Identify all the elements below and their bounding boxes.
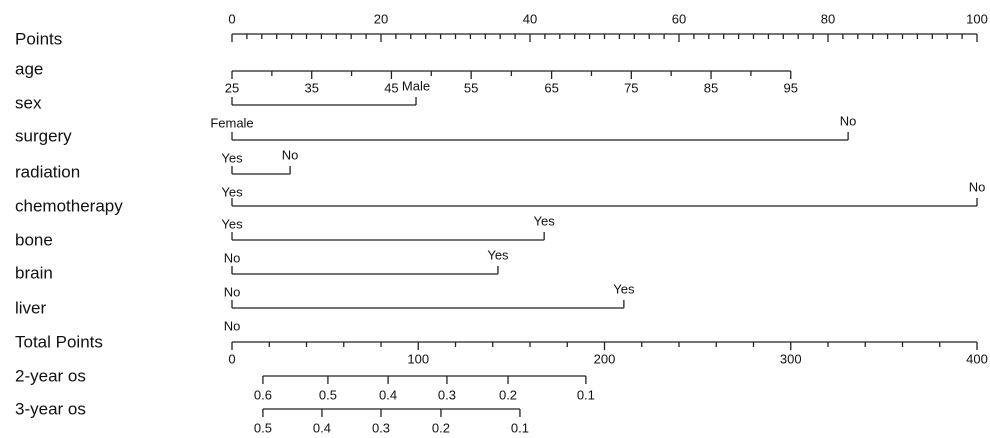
row-label: 2-year os bbox=[15, 366, 86, 385]
tick-label: No bbox=[224, 284, 241, 299]
tick-label: No bbox=[224, 250, 241, 265]
tick-label: 0.1 bbox=[511, 420, 529, 435]
row-label: Total Points bbox=[15, 332, 103, 351]
row-label: bone bbox=[15, 230, 53, 249]
row-label: age bbox=[15, 59, 43, 78]
tick-label: 35 bbox=[304, 80, 318, 95]
row-label: Points bbox=[15, 29, 62, 48]
tick-label: Yes bbox=[487, 247, 509, 262]
tick-label: No bbox=[840, 113, 857, 128]
tick-label: 20 bbox=[374, 11, 388, 26]
row-label: sex bbox=[15, 93, 42, 112]
tick-label: 0.1 bbox=[577, 387, 595, 402]
row-label: chemotherapy bbox=[15, 196, 123, 215]
tick-label: 0.5 bbox=[254, 420, 272, 435]
tick-label: 95 bbox=[784, 80, 798, 95]
tick-label: 0 bbox=[228, 351, 235, 366]
tick-label: 45 bbox=[384, 80, 398, 95]
tick-label: 0.3 bbox=[372, 420, 390, 435]
tick-label: 100 bbox=[407, 351, 429, 366]
tick-label: Yes bbox=[221, 216, 243, 231]
tick-label: 65 bbox=[544, 80, 558, 95]
tick-label: 0.2 bbox=[499, 387, 517, 402]
tick-label: 55 bbox=[464, 80, 478, 95]
tick-label: 0.3 bbox=[438, 387, 456, 402]
tick-label: Yes bbox=[221, 184, 243, 199]
tick-label: 60 bbox=[672, 11, 686, 26]
tick-label: Yes bbox=[534, 213, 556, 228]
tick-label: 40 bbox=[523, 11, 537, 26]
tick-label: Yes bbox=[613, 281, 635, 296]
tick-label: 0.2 bbox=[432, 420, 450, 435]
tick-label: Female bbox=[210, 115, 253, 130]
tick-label: 0 bbox=[228, 11, 235, 26]
tick-label: 0.6 bbox=[254, 387, 272, 402]
tick-label: 400 bbox=[966, 351, 988, 366]
tick-label: 0.5 bbox=[319, 387, 337, 402]
tick-label: 25 bbox=[225, 80, 239, 95]
tick-label: 300 bbox=[780, 351, 802, 366]
tick-label: 0.4 bbox=[379, 387, 397, 402]
tick-label: 0.4 bbox=[313, 420, 331, 435]
row-label: 3-year os bbox=[15, 399, 86, 418]
tick-label: 75 bbox=[624, 80, 638, 95]
row-label: liver bbox=[15, 298, 47, 317]
tick-label: No bbox=[282, 147, 299, 162]
tick-label: 85 bbox=[704, 80, 718, 95]
tick-label: No bbox=[224, 318, 241, 333]
row-label: radiation bbox=[15, 162, 80, 181]
tick-label: Male bbox=[402, 78, 430, 93]
tick-label: 100 bbox=[966, 11, 988, 26]
row-label: surgery bbox=[15, 126, 72, 145]
tick-label: 200 bbox=[594, 351, 616, 366]
tick-label: 80 bbox=[821, 11, 835, 26]
row-label: brain bbox=[15, 263, 53, 282]
tick-label: Yes bbox=[221, 150, 243, 165]
tick-label: No bbox=[969, 179, 986, 194]
